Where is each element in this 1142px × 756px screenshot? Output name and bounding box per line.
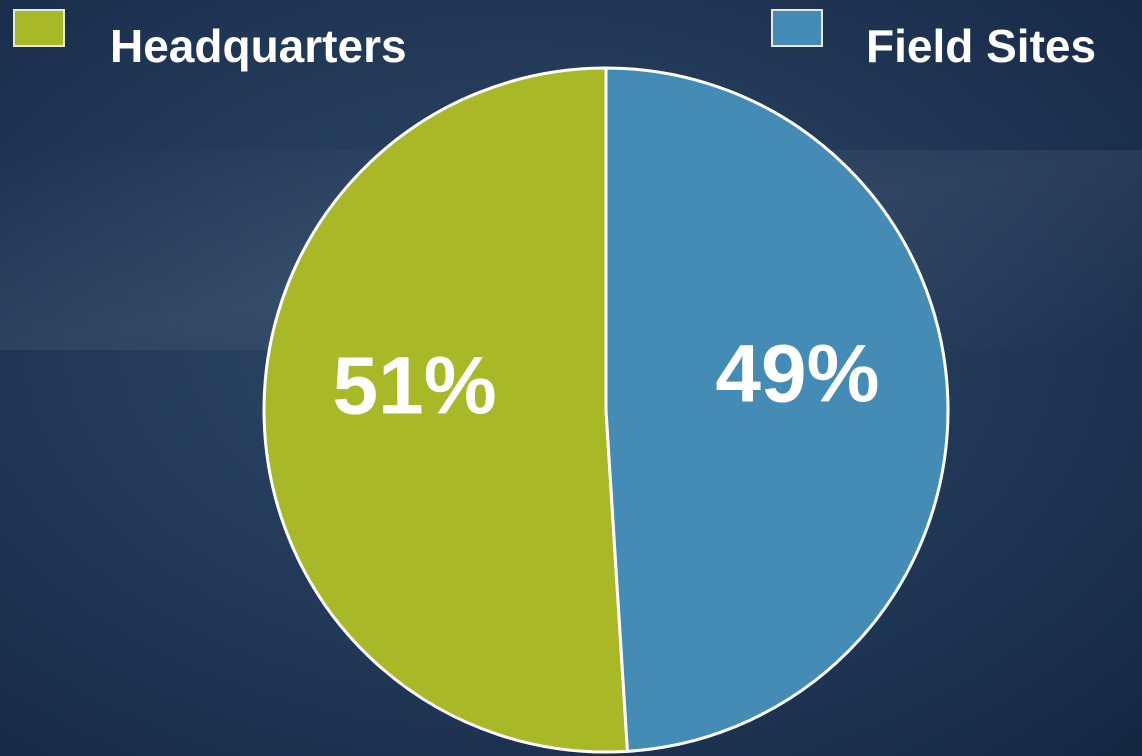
pie-slice xyxy=(262,66,629,754)
slice-label: 51% xyxy=(333,341,497,432)
pie-slice xyxy=(604,66,950,753)
legend-label: Field Sites xyxy=(866,20,1096,72)
legend-swatch xyxy=(771,9,823,47)
legend-label: Headquarters xyxy=(110,20,407,72)
pie: 51% 49% xyxy=(262,66,950,754)
legend-swatch xyxy=(13,9,65,47)
legend: Headquarters Field Sites xyxy=(13,9,1096,72)
slice-label: 49% xyxy=(715,329,879,420)
